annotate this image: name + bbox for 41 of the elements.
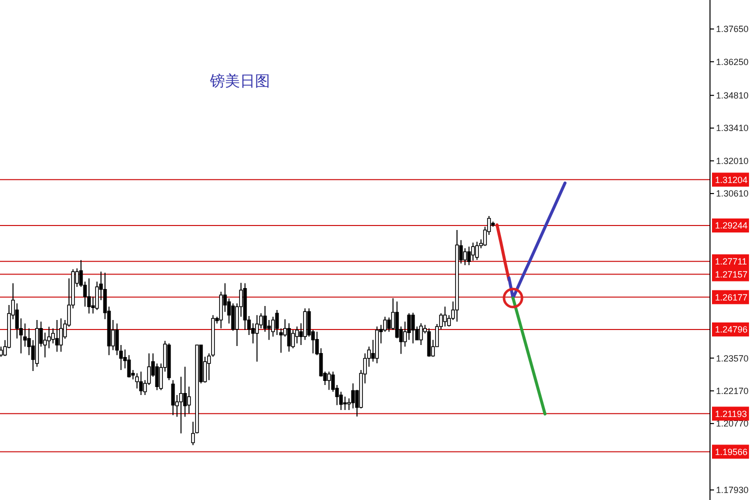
candlestick <box>255 314 259 362</box>
ref-line-label: 1.27711 <box>715 256 747 266</box>
candlestick <box>463 248 467 266</box>
y-tick-label: 1.33410 <box>716 123 749 134</box>
candlestick <box>343 396 347 411</box>
candlestick <box>443 306 447 328</box>
candlestick <box>411 312 415 344</box>
candlestick <box>179 376 183 434</box>
candlestick <box>187 386 191 414</box>
y-tick-label: 1.30610 <box>716 188 749 199</box>
y-tick-label: 1.20770 <box>716 418 749 429</box>
candlestick <box>475 241 479 260</box>
candlestick <box>0 346 3 358</box>
y-tick-label: 1.34810 <box>716 90 749 101</box>
y-tick-label: 1.17930 <box>716 485 749 496</box>
line-series <box>496 223 510 282</box>
ref-line-label: 1.19566 <box>715 446 748 457</box>
ref-line-label: 1.29244 <box>715 220 748 231</box>
y-tick-label: 1.37650 <box>716 24 749 34</box>
y-tick-label: 1.23570 <box>716 353 749 364</box>
candlestick <box>351 382 355 409</box>
candlestick <box>327 371 331 390</box>
ref-line-label: 1.27157 <box>715 269 748 280</box>
candlestick <box>267 320 271 340</box>
candlestick <box>139 371 143 396</box>
candlestick <box>55 320 59 352</box>
y-tick-label: 1.36250 <box>716 56 749 67</box>
candlestick <box>287 322 291 352</box>
ref-line-label: 1.24796 <box>715 324 748 335</box>
candlestick <box>171 380 175 416</box>
y-tick-label: 1.32010 <box>716 156 749 166</box>
candlestick <box>419 322 423 346</box>
candlestick <box>87 278 91 314</box>
candlestick <box>467 246 471 266</box>
candlestick <box>59 318 63 352</box>
ref-line-label: 1.21193 <box>715 408 747 419</box>
text: 镑美日图 <box>209 72 270 90</box>
candlestick <box>471 242 475 262</box>
y-tick-label: 1.22170 <box>716 386 749 396</box>
ref-line-label: 1.31204 <box>715 174 748 185</box>
ref-line-label: 1.26177 <box>715 292 748 302</box>
